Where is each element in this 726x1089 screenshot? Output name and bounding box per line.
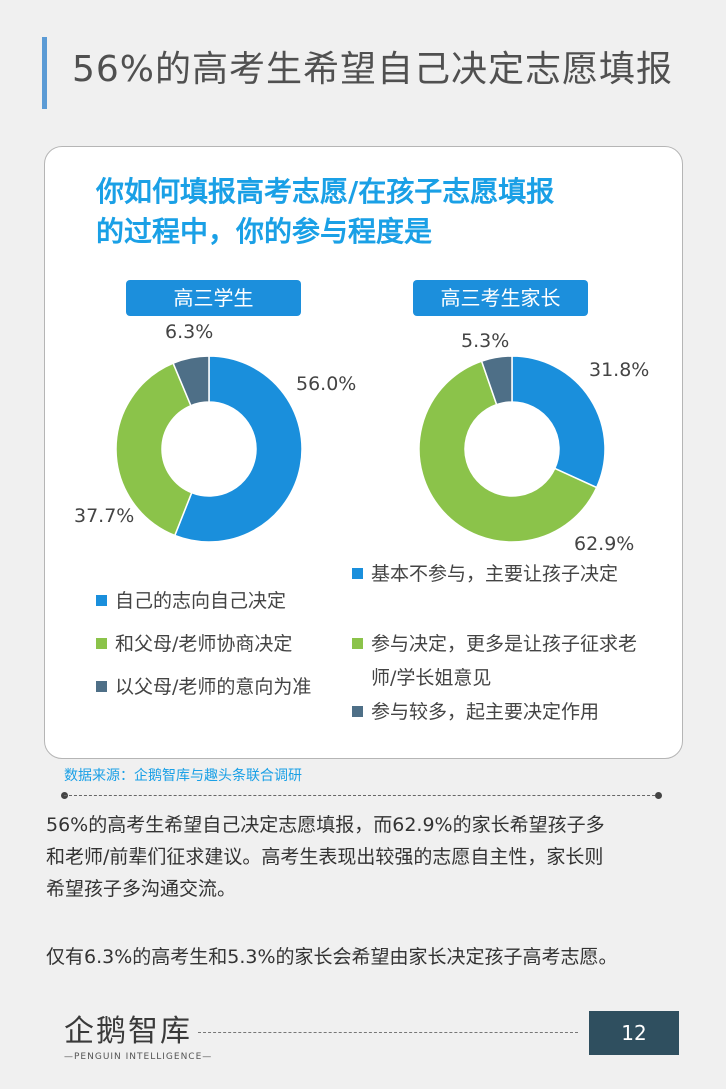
legend-item-self-decide: 自己的志向自己决定 (96, 586, 286, 616)
legend-swatch-slate (352, 706, 363, 717)
donut-slice-parents-2 (480, 355, 513, 406)
legend-label: 基本不参与，主要让孩子决定 (371, 563, 619, 585)
legend-item-negotiate: 和父母/老师协商决定 (96, 629, 292, 659)
legend-swatch-blue (352, 568, 363, 579)
donut-slice-parents-0 (511, 355, 606, 489)
chart-title-parents: 高三考生家长 (413, 280, 588, 316)
legend-label: 参与较多，起主要决定作用 (371, 701, 600, 723)
page-title: 56%的高考生希望自己决定志愿填报 (72, 49, 674, 90)
title-accent-bar (42, 37, 47, 109)
data-source: 数据来源：企鹅智库与趣头条联合调研 (64, 768, 302, 784)
legend-label: 以父母/老师的意向为准 (115, 676, 312, 698)
footer-line (198, 1032, 578, 1033)
legend-item-major-role: 参与较多，起主要决定作用 (352, 697, 599, 727)
legend-label: 和父母/老师协商决定 (115, 633, 293, 655)
value-labels: 56.0% 37.7% 6.3% 31.8% 62.9% 5.3% (74, 321, 649, 555)
chart-title-students: 高三学生 (126, 280, 301, 316)
donut-slice-students-1 (115, 362, 193, 537)
summary-line-2: 和老师/前辈们征求建议。高考生表现出较强的志愿自主性，家长则 (46, 846, 604, 868)
legend-item-participate-consult-cont: 师/学长姐意见 (371, 663, 491, 693)
question-line-2: 的过程中，你的参与程度是 (96, 215, 433, 248)
logo-wordmark: 企鹅智库 (64, 1014, 192, 1049)
legend-swatch-slate (96, 681, 107, 692)
donut-slice-students-0 (173, 355, 303, 543)
data-label-parents-0: 31.8% (589, 359, 649, 381)
page-number: 12 (589, 1011, 679, 1055)
data-label-students-2: 6.3% (165, 321, 213, 343)
donut-slice-students-2 (172, 355, 210, 407)
legend-swatch-green (96, 638, 107, 649)
legend-swatch-green (352, 638, 363, 649)
brand-logo: 企鹅智库 —PENGUIN INTELLIGENCE— (64, 1006, 214, 1064)
summary-line-3: 希望孩子多沟通交流。 (46, 878, 237, 900)
note-paragraph: 仅有6.3%的高考生和5.3%的家长会希望由家长决定孩子高考志愿。 (46, 946, 618, 968)
data-label-parents-2: 5.3% (461, 330, 509, 352)
legend-item-no-participation: 基本不参与，主要让孩子决定 (352, 559, 618, 589)
summary-line-1: 56%的高考生希望自己决定志愿填报，而62.9%的家长希望孩子多 (46, 814, 605, 836)
legend-label: 师/学长姐意见 (371, 667, 492, 689)
legend-swatch-blue (96, 595, 107, 606)
question-line-1: 你如何填报高考志愿/在孩子志愿填报 (96, 175, 555, 208)
legend-item-parents-decide: 以父母/老师的意向为准 (96, 672, 311, 702)
donut-charts: 56.0% 37.7% 6.3% 31.8% 62.9% 5.3% (74, 321, 649, 555)
legend-item-participate-consult: 参与决定，更多是让孩子征求老 (352, 629, 637, 659)
survey-question: 你如何填报高考志愿/在孩子志愿填报 的过程中，你的参与程度是 (96, 172, 656, 252)
data-label-parents-1: 62.9% (574, 533, 634, 555)
donut-chart-students (115, 355, 303, 543)
legend-label: 自己的志向自己决定 (115, 590, 287, 612)
legend-label: 参与决定，更多是让孩子征求老 (371, 633, 638, 655)
divider-line (64, 795, 660, 796)
donut-chart-parents (418, 355, 606, 543)
data-label-students-1: 37.7% (74, 505, 134, 527)
donut-slice-parents-1 (418, 360, 598, 543)
logo-tagline: —PENGUIN INTELLIGENCE— (64, 1052, 213, 1062)
data-label-students-0: 56.0% (296, 373, 356, 395)
divider-dot-right (655, 792, 662, 799)
summary-paragraph: 56%的高考生希望自己决定志愿填报，而62.9%的家长希望孩子多 和老师/前辈们… (46, 809, 686, 905)
